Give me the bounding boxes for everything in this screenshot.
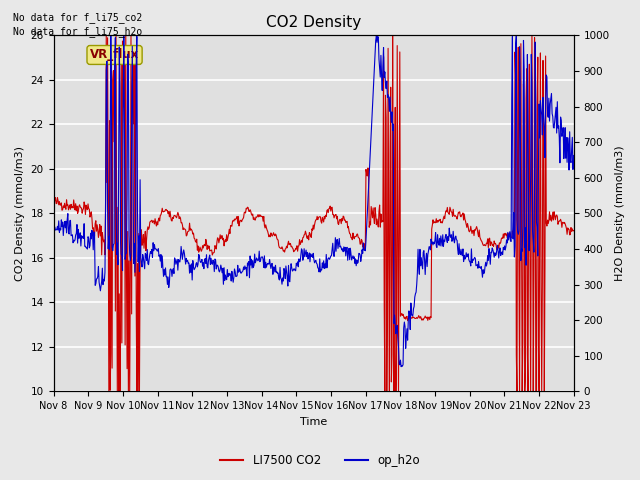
Line: LI7500 CO2: LI7500 CO2 bbox=[54, 36, 573, 391]
Text: VR_flux: VR_flux bbox=[90, 48, 139, 61]
op_h2o bbox=[570, 153, 577, 158]
Text: No data for f_li75_h2o: No data for f_li75_h2o bbox=[13, 26, 142, 37]
LI7500 CO2 bbox=[50, 198, 58, 204]
Text: No data for f_li75_co2: No data for f_li75_co2 bbox=[13, 12, 142, 23]
LI7500 CO2 bbox=[81, 212, 89, 217]
op_h2o bbox=[81, 243, 89, 249]
Line: op_h2o: op_h2o bbox=[54, 36, 573, 367]
op_h2o bbox=[499, 252, 506, 257]
op_h2o bbox=[445, 225, 453, 231]
LI7500 CO2 bbox=[102, 33, 110, 38]
op_h2o bbox=[107, 33, 115, 38]
X-axis label: Time: Time bbox=[300, 417, 327, 427]
LI7500 CO2 bbox=[570, 228, 577, 234]
Title: CO2 Density: CO2 Density bbox=[266, 15, 361, 30]
op_h2o bbox=[353, 263, 360, 269]
LI7500 CO2 bbox=[499, 236, 506, 241]
op_h2o bbox=[366, 158, 374, 164]
Y-axis label: H2O Density (mmol/m3): H2O Density (mmol/m3) bbox=[615, 145, 625, 281]
op_h2o bbox=[50, 220, 58, 226]
LI7500 CO2 bbox=[367, 222, 374, 228]
LI7500 CO2 bbox=[445, 212, 453, 217]
LI7500 CO2 bbox=[105, 388, 113, 394]
LI7500 CO2 bbox=[382, 115, 390, 120]
Legend: LI7500 CO2, op_h2o: LI7500 CO2, op_h2o bbox=[215, 449, 425, 472]
LI7500 CO2 bbox=[353, 231, 361, 237]
op_h2o bbox=[397, 364, 405, 370]
Y-axis label: CO2 Density (mmol/m3): CO2 Density (mmol/m3) bbox=[15, 146, 25, 281]
op_h2o bbox=[381, 81, 389, 86]
